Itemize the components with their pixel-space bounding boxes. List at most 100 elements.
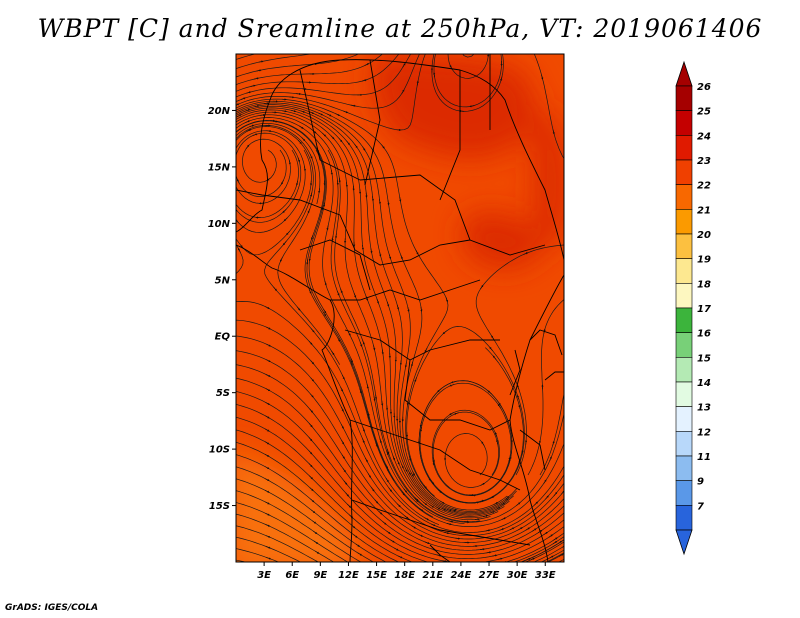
streamline-arrow — [492, 554, 498, 557]
streamline — [180, 20, 270, 52]
streamline-arrow — [326, 113, 332, 117]
streamline-arrow — [266, 177, 272, 181]
streamline-arrow — [303, 166, 306, 172]
streamline-arrow — [190, 162, 192, 166]
streamline-arrow — [500, 502, 506, 506]
streamline-arrow — [310, 360, 315, 365]
streamline-arrow — [189, 173, 190, 177]
streamline-arrow — [236, 114, 242, 118]
chart-title: WBPT [C] and Sreamline at 250hPa, VT: 20… — [37, 14, 763, 43]
streamline-arrow — [266, 359, 271, 363]
streamline — [236, 54, 313, 69]
streamline-arrow — [256, 69, 262, 72]
streamline-arrow — [318, 188, 321, 194]
streamline-arrow — [341, 424, 344, 429]
latitude-axis: 20N 15N 10N 5N EQ 5S 10S 15S — [208, 106, 236, 512]
streamline-arrow — [308, 340, 313, 345]
colorbar-label: 7 — [697, 501, 704, 512]
streamline — [406, 326, 525, 504]
streamline-arrow — [501, 517, 507, 521]
streamline-arrow — [209, 289, 213, 291]
streamline-arrow — [252, 133, 258, 136]
streamline-arrow — [265, 402, 271, 405]
streamline-arrow — [566, 550, 569, 552]
streamline-arrow — [444, 531, 450, 535]
streamline-arrow — [334, 233, 338, 239]
streamline-arrow — [407, 307, 410, 313]
streamline-arrow — [394, 547, 399, 551]
streamline-arrow — [323, 311, 326, 317]
streamline-arrow — [338, 138, 343, 143]
streamline-arrow — [390, 539, 395, 543]
streamline-arrow — [281, 180, 284, 185]
streamline-arrow — [346, 140, 350, 146]
colorbar-swatch — [675, 85, 693, 111]
streamline-arrow — [273, 286, 277, 292]
streamline-arrow — [189, 197, 190, 201]
streamline-arrow — [340, 386, 343, 392]
streamline-arrow — [354, 143, 358, 149]
streamline-arrow — [451, 509, 457, 512]
lon-tick-label: 30E — [507, 570, 528, 581]
streamline — [236, 111, 491, 521]
streamline — [236, 301, 564, 533]
streamline — [180, 568, 323, 601]
streamline-arrow — [362, 570, 366, 572]
streamline-arrow — [261, 42, 265, 43]
streamline-arrow — [420, 306, 423, 312]
streamline-arrow — [411, 525, 417, 529]
streamline-arrow — [218, 195, 219, 199]
streamline-arrow — [260, 113, 266, 117]
streamline-arrow — [435, 506, 441, 510]
streamline-arrow — [545, 495, 549, 500]
streamline-arrow — [217, 144, 219, 148]
streamline-arrow — [324, 280, 327, 286]
streamline-arrow — [408, 470, 411, 476]
colorbar-label: 22 — [697, 181, 711, 192]
streamline-arrow — [440, 500, 445, 504]
streamline-arrow — [509, 527, 515, 531]
streamline-arrow — [206, 80, 210, 82]
streamline-arrow — [202, 110, 205, 113]
streamline-arrow — [486, 551, 492, 554]
streamline — [236, 54, 426, 131]
streamline-arrow — [525, 527, 531, 531]
streamline-arrow — [568, 430, 569, 434]
streamline-arrow — [575, 530, 578, 532]
streamline-arrow — [416, 80, 419, 86]
streamline-arrow — [404, 362, 407, 368]
streamline-arrow — [552, 129, 555, 135]
map-panel: 20N 15N 10N 5N EQ 5S 10S 15S 3E 6E 9E 12E 15E 18E 21E… — [180, 19, 578, 601]
streamline-arrow — [212, 486, 216, 487]
streamline-arrow — [212, 498, 216, 499]
streamline-arrow — [309, 487, 314, 492]
streamline-arrow — [378, 199, 381, 205]
streamline-arrow — [479, 548, 486, 551]
streamline-arrow — [197, 130, 200, 133]
streamline-arrow — [376, 298, 379, 304]
streamline-arrow — [201, 168, 202, 172]
streamline-arrow — [280, 257, 283, 263]
streamline-arrow — [491, 335, 495, 340]
streamline-arrow — [418, 534, 424, 537]
streamline-arrow — [310, 192, 313, 198]
streamline — [350, 19, 390, 45]
streamline-arrow — [523, 252, 529, 255]
streamline-arrow — [371, 487, 375, 492]
streamline — [236, 54, 360, 78]
streamline-arrow — [495, 507, 501, 510]
streamline-arrow — [206, 271, 209, 274]
streamline-arrow — [264, 466, 270, 470]
streamline-arrow — [415, 250, 419, 255]
streamline-arrow — [411, 584, 415, 585]
streamline-arrow — [530, 557, 536, 561]
colorbar-label: 18 — [697, 279, 711, 290]
streamline — [236, 429, 564, 562]
streamline — [236, 117, 465, 525]
warm-patch-north — [371, 54, 536, 159]
streamline-arrow — [410, 472, 414, 477]
streamline-arrow — [549, 555, 554, 559]
streamline-arrow — [392, 455, 395, 461]
streamline — [524, 541, 564, 562]
